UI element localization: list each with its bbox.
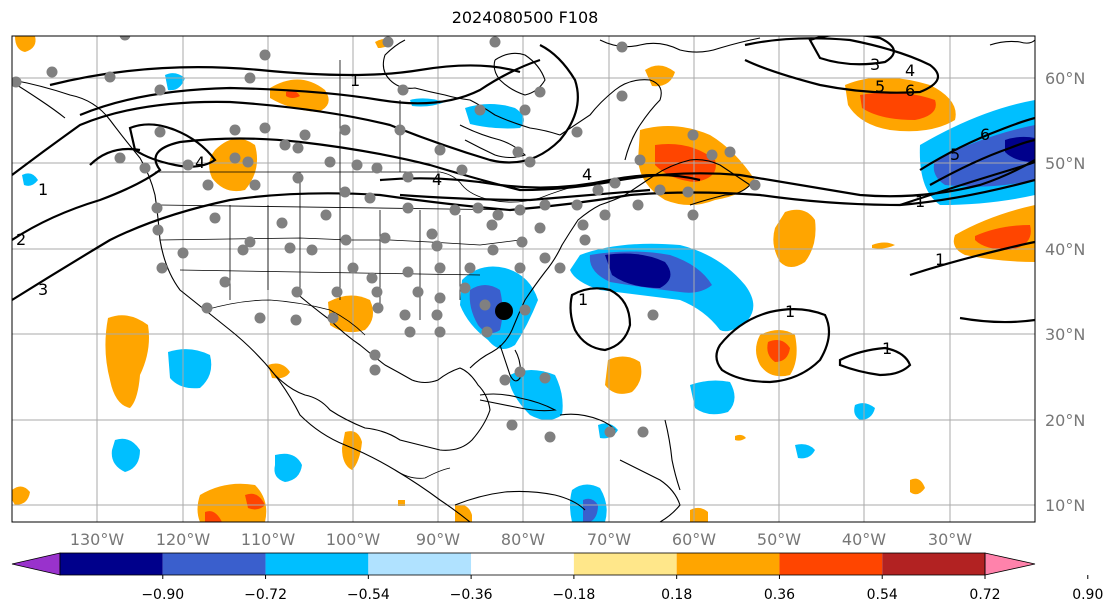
colorbar-swatch bbox=[60, 553, 163, 575]
contour-labels: 1 1 2 3 4 4 4 3 4 5 6 5 6 1 1 1 1 1 bbox=[16, 55, 990, 358]
longitude-labels: 130°W 120°W 110°W 100°W 90°W 80°W 70°W 6… bbox=[70, 530, 972, 549]
colorbar-extend-low bbox=[11, 552, 61, 576]
lat-label: 50°N bbox=[1045, 154, 1085, 173]
colorbar-swatch bbox=[676, 553, 780, 575]
colorbar-tick-label: 0.18 bbox=[661, 587, 692, 603]
contour-label: 1 bbox=[882, 339, 892, 358]
lat-label: 60°N bbox=[1045, 69, 1085, 88]
lon-label: 100°W bbox=[326, 530, 381, 549]
graticule bbox=[12, 36, 1035, 522]
colorbar-extend-high bbox=[984, 552, 1036, 576]
lon-label: 120°W bbox=[156, 530, 211, 549]
lat-label: 40°N bbox=[1045, 240, 1085, 259]
colorbar-swatch bbox=[368, 553, 472, 575]
contour-label: 4 bbox=[905, 61, 915, 80]
colorbar-swatch bbox=[779, 553, 883, 575]
contour-label: 6 bbox=[980, 125, 990, 144]
contour-label: 1 bbox=[578, 290, 588, 309]
contour-label: 4 bbox=[582, 165, 592, 184]
contour-label: 1 bbox=[38, 180, 48, 199]
lon-label: 110°W bbox=[241, 530, 296, 549]
colorbar-swatch bbox=[162, 553, 266, 575]
lon-label: 80°W bbox=[501, 530, 545, 549]
lon-label: 90°W bbox=[416, 530, 460, 549]
colorbar-tick-label: −0.90 bbox=[141, 587, 184, 603]
contour-label: 5 bbox=[950, 145, 960, 164]
contour-label: 2 bbox=[16, 230, 26, 249]
contour-label: 4 bbox=[195, 153, 205, 172]
colorbar-swatch bbox=[882, 553, 985, 575]
lon-label: 40°W bbox=[842, 530, 886, 549]
colorbar-frame bbox=[59, 552, 986, 576]
contour-label: 1 bbox=[350, 71, 360, 90]
station-dots bbox=[12, 36, 761, 443]
lat-label: 30°N bbox=[1045, 325, 1085, 344]
colorbar-tick-label: −0.36 bbox=[450, 587, 493, 603]
colorbar-tick-label: 0.36 bbox=[764, 587, 795, 603]
contour-label: 4 bbox=[432, 170, 442, 189]
lon-label: 30°W bbox=[928, 530, 972, 549]
colorbar-tick-label: 0.90 bbox=[1072, 587, 1103, 603]
contour-label: 1 bbox=[785, 302, 795, 321]
map-content: 1 1 2 3 4 4 4 3 4 5 6 5 6 1 1 1 1 1 bbox=[12, 36, 1035, 522]
colorbar-swatch bbox=[265, 553, 369, 575]
colorbar-swatch bbox=[573, 553, 677, 575]
colorbar-tick-label: 0.72 bbox=[969, 587, 1000, 603]
lat-label: 10°N bbox=[1045, 496, 1085, 515]
contour-label: 5 bbox=[875, 77, 885, 96]
colorbar bbox=[11, 552, 1036, 576]
lon-label: 130°W bbox=[70, 530, 125, 549]
contour-lines bbox=[12, 36, 1035, 384]
contour-label: 6 bbox=[905, 81, 915, 100]
colorbar-tick-label: −0.54 bbox=[347, 587, 390, 603]
lat-label: 20°N bbox=[1045, 411, 1085, 430]
contour-label: 3 bbox=[870, 55, 880, 74]
storm-center-marker bbox=[495, 302, 513, 320]
latitude-labels: 60°N 50°N 40°N 30°N 20°N 10°N bbox=[1045, 69, 1085, 515]
contour-label: 1 bbox=[935, 250, 945, 269]
map-frame bbox=[11, 35, 1036, 523]
contour-label: 3 bbox=[38, 280, 48, 299]
lon-label: 50°W bbox=[757, 530, 801, 549]
colorbar-tick-label: 0.54 bbox=[867, 587, 898, 603]
colorbar-tick-label: −0.72 bbox=[244, 587, 287, 603]
lon-label: 70°W bbox=[587, 530, 631, 549]
colorbar-swatch bbox=[471, 553, 574, 575]
colorbar-tick-label: −0.18 bbox=[552, 587, 595, 603]
colorbar-tick-labels: −0.90 −0.72 −0.54 −0.36 −0.18 0.18 0.36 0.54 0.7… bbox=[141, 575, 1103, 603]
map-title: 2024080500 F108 bbox=[451, 8, 599, 27]
lon-label: 60°W bbox=[672, 530, 716, 549]
contour-label: 1 bbox=[915, 192, 925, 211]
